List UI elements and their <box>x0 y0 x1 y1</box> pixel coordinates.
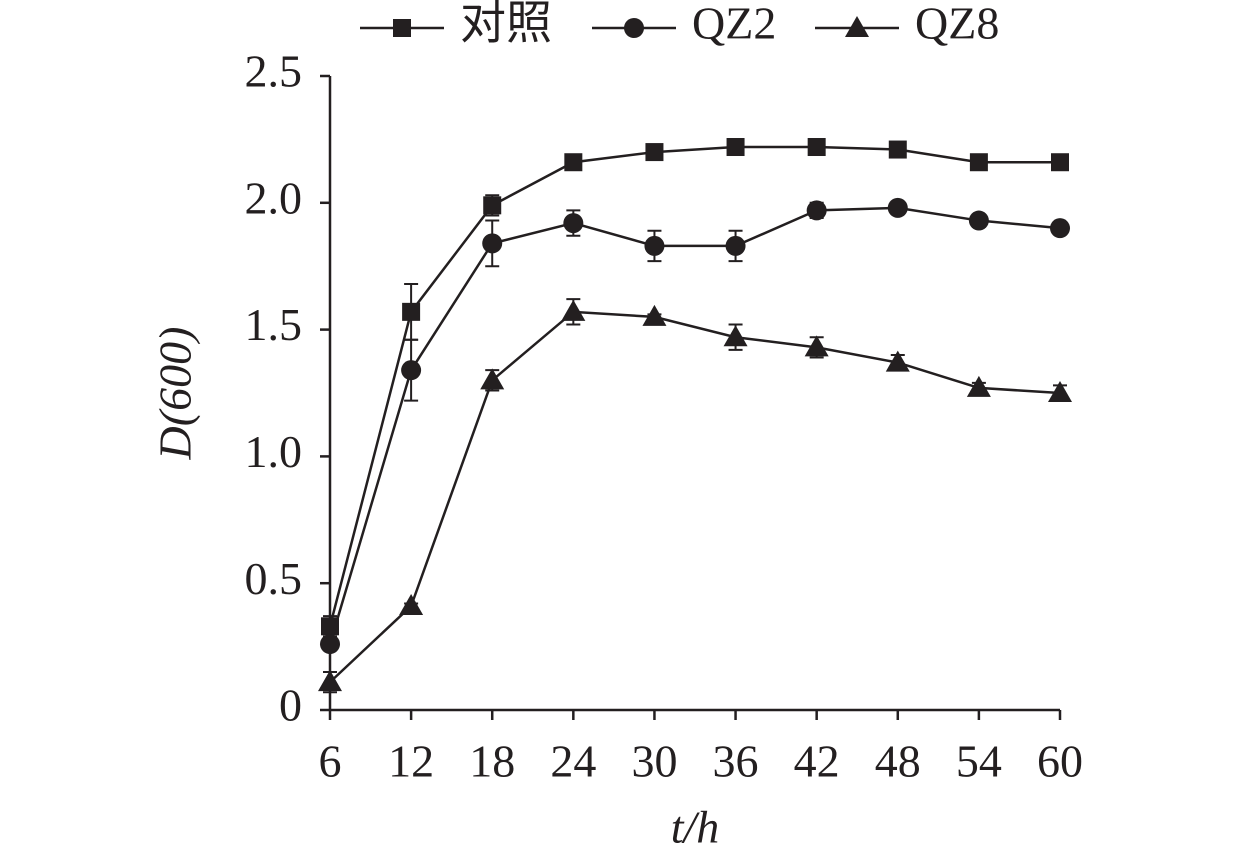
marker <box>644 235 665 256</box>
marker <box>320 634 340 655</box>
x-tick-label: 24 <box>550 736 596 787</box>
x-tick-label: 48 <box>875 736 921 787</box>
y-axis-label: D(600) <box>150 327 201 461</box>
marker <box>1050 218 1070 239</box>
marker <box>563 213 584 234</box>
marker <box>726 138 745 157</box>
marker <box>725 235 746 256</box>
x-tick-label: 6 <box>319 736 342 787</box>
marker <box>887 197 908 218</box>
marker <box>845 16 869 37</box>
x-tick-label: 12 <box>388 736 434 787</box>
x-tick-label: 30 <box>631 736 677 787</box>
marker <box>483 196 502 215</box>
x-tick-label: 36 <box>713 736 759 787</box>
series-line <box>328 145 1060 627</box>
marker <box>645 143 664 162</box>
marker <box>806 200 827 221</box>
y-tick-label: 0.5 <box>245 553 303 604</box>
marker <box>804 335 829 357</box>
x-tick-label: 42 <box>794 736 840 787</box>
marker <box>723 325 748 347</box>
marker <box>624 18 644 38</box>
y-tick-label: 2.5 <box>245 46 303 97</box>
x-tick-label: 60 <box>1037 736 1083 787</box>
marker <box>969 153 988 172</box>
y-tick-label: 1.5 <box>245 299 303 350</box>
legend-label: QZ8 <box>915 0 999 49</box>
marker <box>968 210 989 231</box>
y-tick-label: 0 <box>279 680 302 731</box>
marker <box>807 138 826 157</box>
marker <box>401 360 422 381</box>
marker <box>402 302 421 321</box>
marker <box>393 19 411 37</box>
series-line <box>328 206 1061 645</box>
x-tick-label: 18 <box>469 736 515 787</box>
marker <box>888 140 907 159</box>
marker <box>564 153 583 172</box>
x-tick-label: 54 <box>956 736 1002 787</box>
marker <box>885 350 910 372</box>
marker <box>966 375 991 397</box>
x-axis-label: t/h <box>671 802 720 853</box>
marker <box>318 670 342 692</box>
marker <box>561 299 586 321</box>
series-line <box>329 310 1061 684</box>
marker <box>1051 153 1069 172</box>
marker <box>480 368 505 390</box>
legend-label: QZ2 <box>692 0 776 49</box>
y-tick-label: 2.0 <box>245 172 303 223</box>
y-tick-label: 1.0 <box>245 426 303 477</box>
legend-label: 对照 <box>460 0 552 49</box>
marker <box>1048 381 1072 402</box>
marker <box>399 594 424 616</box>
marker <box>642 304 667 326</box>
marker <box>482 233 503 254</box>
